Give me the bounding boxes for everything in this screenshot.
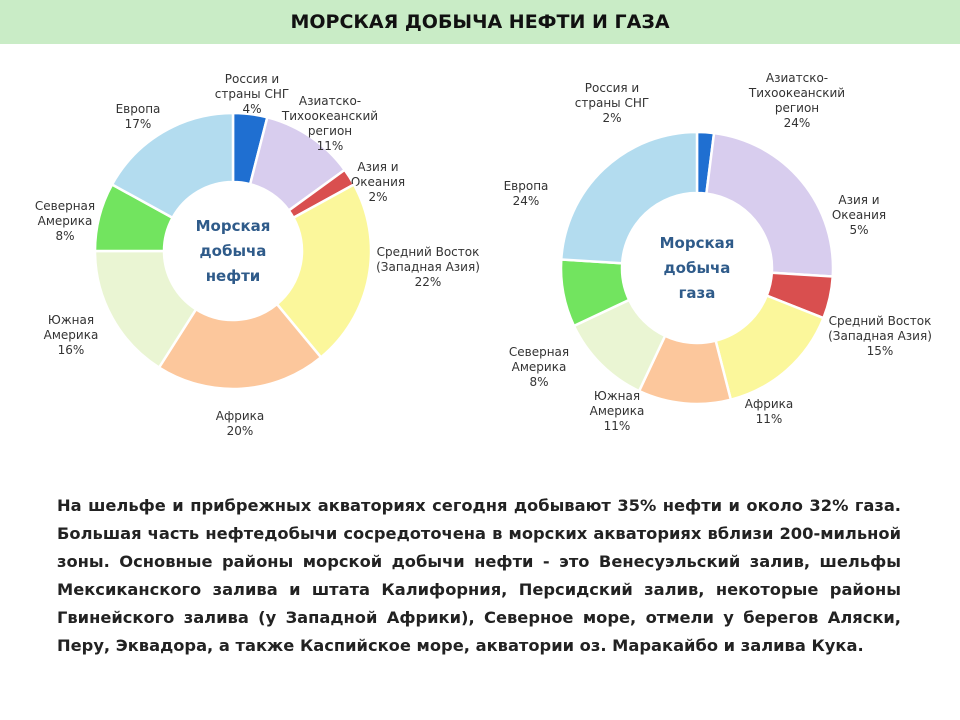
- slice-label-6: Южная Америка 16%: [44, 313, 99, 357]
- donut-hole: [622, 193, 772, 343]
- donut-chart-1: Россия и страны СНГ 4%Азиатско-Тихоокеанск…: [35, 72, 480, 438]
- slice-label-5: Африка 11%: [745, 397, 794, 426]
- slice-label-7: Северная Америка 8%: [509, 345, 569, 389]
- slice-label-3: Азия и Океания 2%: [351, 160, 405, 204]
- center-label: Морская добыча газа: [660, 234, 735, 302]
- slice-label-4: Средний Восток (Западная Азия) 15%: [828, 314, 932, 358]
- slice-label-1: Россия и страны СНГ 2%: [575, 81, 649, 125]
- page-title: МОРСКАЯ ДОБЫЧА НЕФТИ И ГАЗА: [290, 11, 670, 33]
- title-bar: МОРСКАЯ ДОБЫЧА НЕФТИ И ГАЗА: [0, 0, 960, 44]
- slice-label-2: Азиатско-Тихоокеанский регион 24%: [748, 71, 845, 130]
- donut-chart-2: Россия и страны СНГ 2% Азиатско-Тихоокеанск…: [504, 71, 932, 433]
- body-paragraph: На шельфе и прибрежных акваториях сегодн…: [57, 496, 901, 655]
- slice-label-8: Европа 17%: [116, 102, 161, 131]
- slice-label-3: Азия и Океания 5%: [832, 193, 886, 237]
- slice-label-8: Европа 24%: [504, 179, 549, 208]
- slice-label-5: Африка 20%: [216, 409, 265, 438]
- donut-charts: Россия и страны СНГ 4%Азиатско-Тихоокеанск…: [35, 71, 932, 438]
- slice-label-6: Южная Америка 11%: [590, 389, 645, 433]
- slice-label-7: Северная Америка 8%: [35, 199, 95, 243]
- donut-hole: [164, 182, 302, 320]
- slice-label-2: Азиатско-Тихоокеанский регион 11%: [281, 94, 378, 153]
- center-label: Морская добыча нефти: [196, 217, 271, 285]
- slice-label-4: Средний Восток (Западная Азия) 22%: [376, 245, 480, 289]
- slice-label-1: Россия и страны СНГ 4%: [215, 72, 289, 116]
